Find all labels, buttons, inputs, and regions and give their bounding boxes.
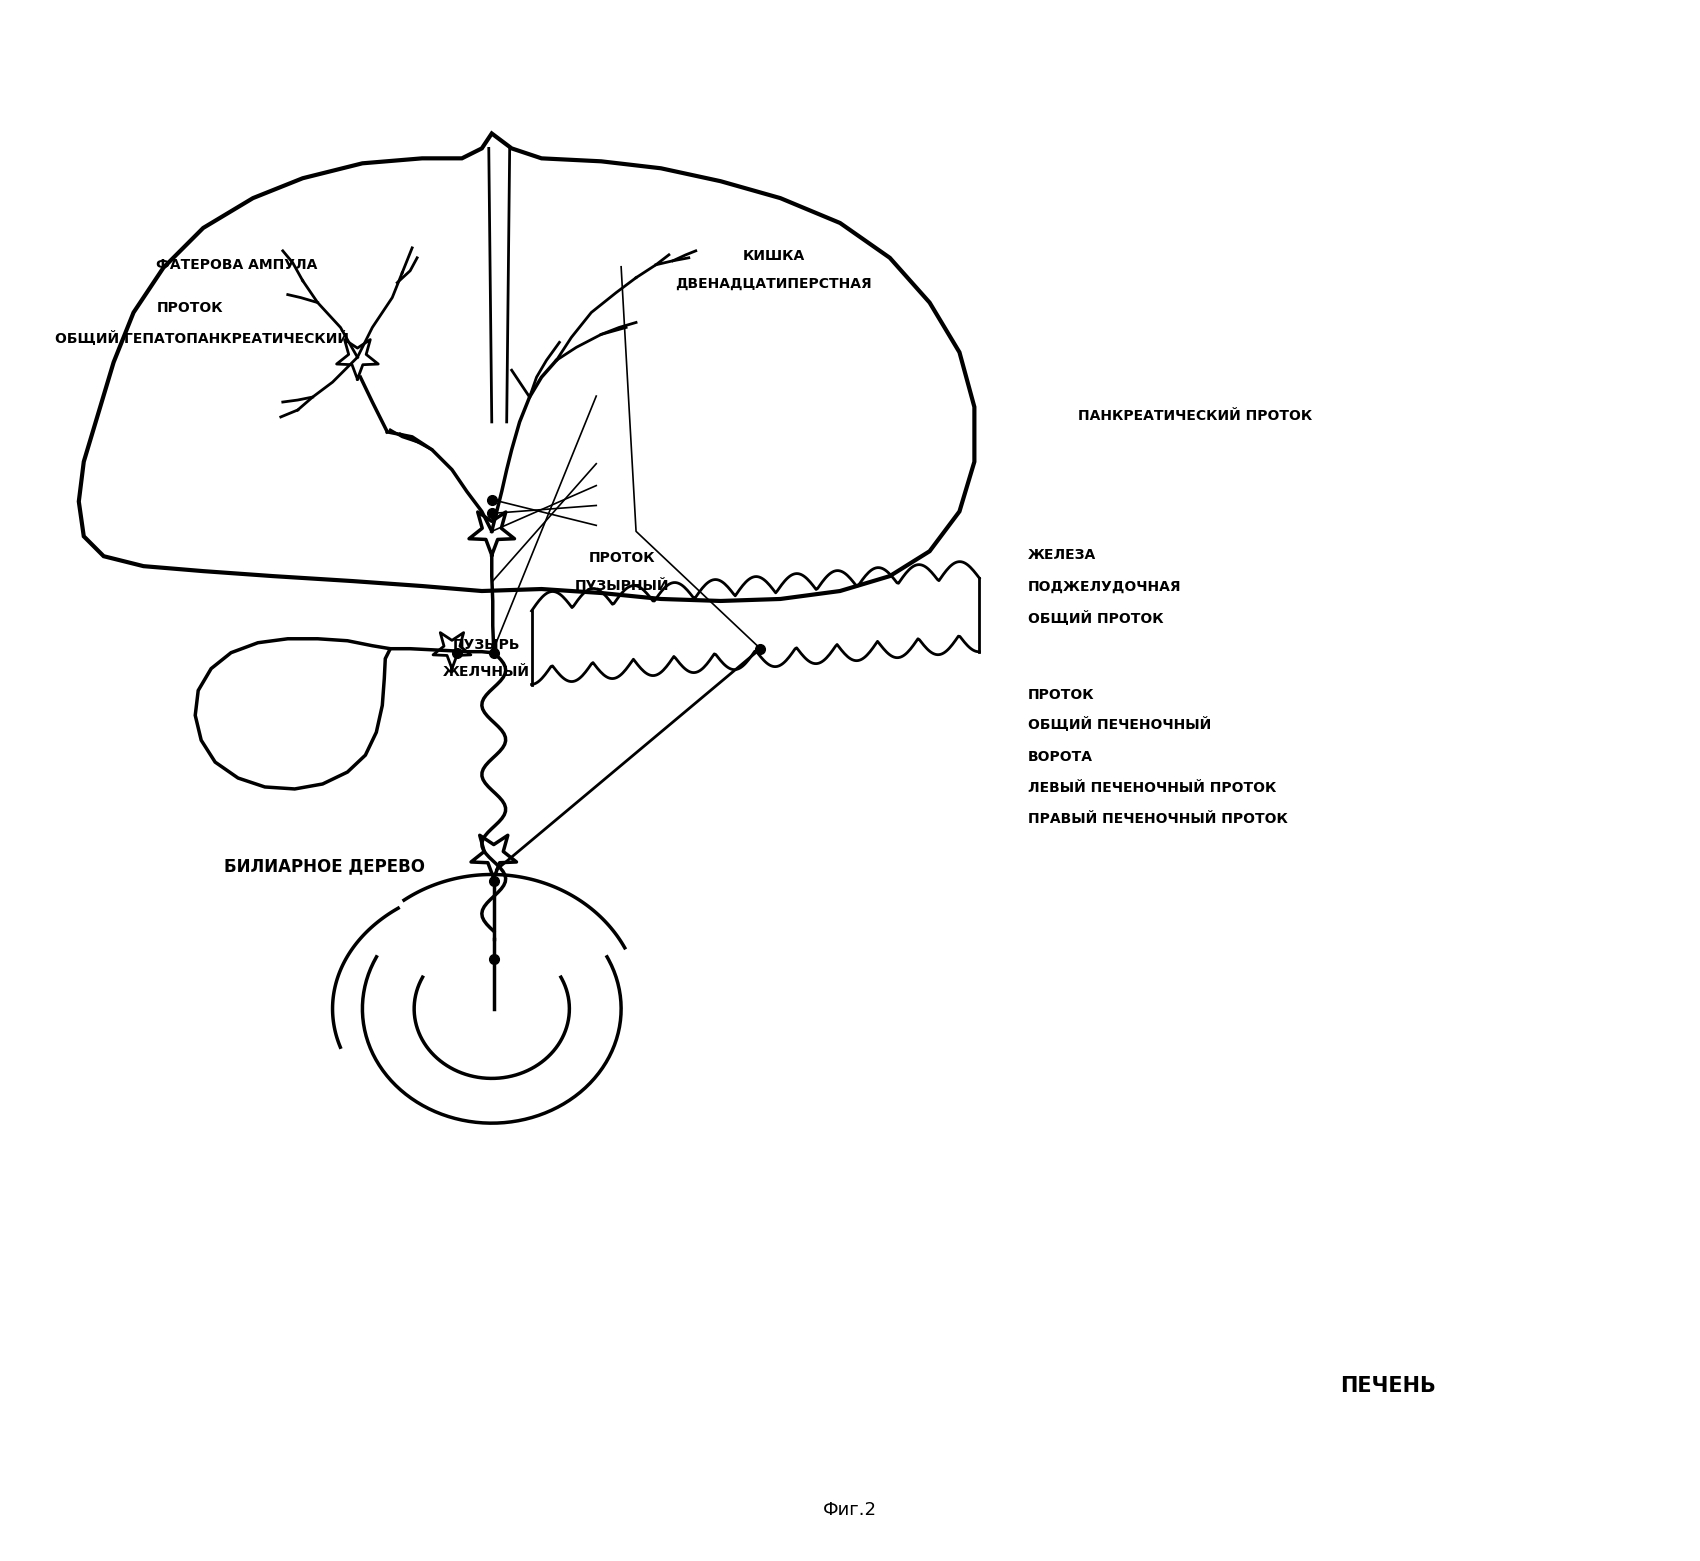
Text: Фиг.2: Фиг.2 — [823, 1502, 877, 1519]
Text: ОБЩИЙ ГЕПАТОПАНКРЕАТИЧЕСКИЙ: ОБЩИЙ ГЕПАТОПАНКРЕАТИЧЕСКИЙ — [54, 331, 348, 345]
Text: БИЛИАРНОЕ ДЕРЕВО: БИЛИАРНОЕ ДЕРЕВО — [224, 857, 425, 874]
Text: ПАНКРЕАТИЧЕСКИЙ ПРОТОК: ПАНКРЕАТИЧЕСКИЙ ПРОТОК — [1078, 409, 1312, 423]
Text: ЖЕЛЧНЫЙ: ЖЕЛЧНЫЙ — [442, 665, 530, 679]
Text: КИШКА: КИШКА — [743, 248, 806, 262]
Text: ПРАВЫЙ ПЕЧЕНОЧНЫЙ ПРОТОК: ПРАВЫЙ ПЕЧЕНОЧНЫЙ ПРОТОК — [1027, 812, 1287, 826]
Polygon shape — [196, 638, 391, 788]
Text: ПУЗЫРЬ: ПУЗЫРЬ — [452, 638, 520, 652]
Text: ПРОТОК: ПРОТОК — [156, 301, 223, 315]
Text: ЖЕЛЕЗА: ЖЕЛЕЗА — [1027, 548, 1096, 562]
Text: ВОРОТА: ВОРОТА — [1027, 751, 1093, 765]
Text: ПУЗЫРНЫЙ: ПУЗЫРНЫЙ — [575, 579, 668, 593]
Text: ДВЕНАДЦАТИПЕРСТНАЯ: ДВЕНАДЦАТИПЕРСТНАЯ — [675, 276, 872, 290]
Text: ОБЩИЙ ПРОТОК: ОБЩИЙ ПРОТОК — [1027, 610, 1163, 624]
Text: ПРОТОК: ПРОТОК — [1027, 688, 1095, 702]
Text: ЛЕВЫЙ ПЕЧЕНОЧНЫЙ ПРОТОК: ЛЕВЫЙ ПЕЧЕНОЧНЫЙ ПРОТОК — [1027, 780, 1277, 795]
Text: ПЕЧЕНЬ: ПЕЧЕНЬ — [1341, 1377, 1436, 1396]
Text: ПРОТОК: ПРОТОК — [588, 551, 654, 565]
Text: ФАТЕРОВА АМПУЛА: ФАТЕРОВА АМПУЛА — [156, 258, 318, 272]
Text: ПОДЖЕЛУДОЧНАЯ: ПОДЖЕЛУДОЧНАЯ — [1027, 579, 1182, 593]
Polygon shape — [78, 134, 974, 601]
Text: ОБЩИЙ ПЕЧЕНОЧНЫЙ: ОБЩИЙ ПЕЧЕНОЧНЫЙ — [1027, 715, 1210, 731]
